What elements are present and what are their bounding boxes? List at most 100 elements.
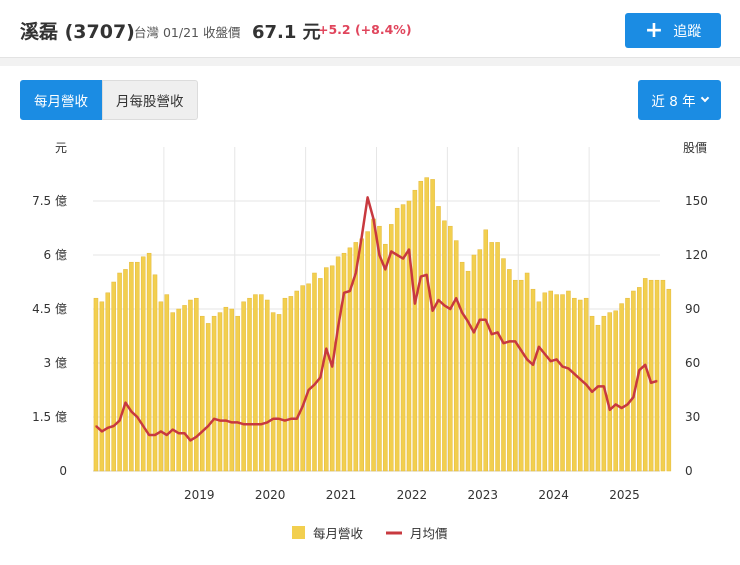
revenue-bar [270,312,276,472]
price-point [148,434,150,436]
grid-lines [93,147,660,472]
plus-icon: + [644,17,664,43]
revenue-bar [359,238,364,472]
price-point [313,384,316,386]
price-point [95,425,97,427]
price-point [443,304,446,306]
price-point [644,364,646,366]
right-tick-label: 120 [685,248,708,262]
revenue-bar [666,288,672,472]
revenue-bar [459,261,465,472]
price-point [178,432,180,434]
revenue-bar [377,225,382,472]
revenue-bar [442,220,447,472]
revenue-bar [324,267,329,472]
revenue-bar [264,299,270,472]
track-button-label: 追蹤 [673,23,702,40]
revenue-bar [235,315,240,472]
price-point [195,436,197,438]
price-point [101,430,103,432]
price-point [431,310,434,312]
revenue-bar [152,274,158,472]
revenue-bars [93,177,672,472]
revenue-bar [294,290,300,472]
x-tick-label: 2025 [609,488,640,502]
revenue-bar [471,254,477,472]
price-point [520,349,522,351]
revenue-bar [477,249,483,472]
revenue-bar [365,231,370,472]
price-point [449,308,451,310]
x-tick-label: 2019 [184,488,215,502]
price-point [467,321,469,323]
price-point [160,430,162,432]
revenue-bar [182,305,187,472]
price-point [130,411,132,413]
price-point [367,196,369,198]
price-point [207,425,209,427]
revenue-bar [654,279,660,472]
price-point [408,249,410,251]
tab-monthly-revenue[interactable]: 每月營收 [20,80,102,120]
price-point [414,303,416,305]
price-point [272,418,274,420]
revenue-bar [388,224,394,472]
left-tick-label: 4.5 億 [32,302,67,316]
price-point [491,333,493,335]
price-point [514,340,516,342]
revenue-bar [572,297,577,472]
price-point [544,353,546,355]
metric-tabs: 每月營收 月每股營收 [20,80,198,120]
close-price: 67.1 元 [252,22,321,43]
price-point [142,425,144,427]
left-tick-label: 1.5 億 [32,410,67,424]
quote-header: 溪磊 (3707) 台灣 01/21 收盤價 67.1 元 +5.2 (+8.4… [0,0,740,58]
revenue-bar [229,308,235,472]
price-point [183,432,186,434]
revenue-bar [205,323,211,472]
revenue-bar [259,294,264,472]
price-point [632,396,635,398]
revenue-bar [300,285,305,472]
price-point [620,407,623,409]
price-point [201,430,203,432]
revenue-bar [625,297,630,472]
left-tick-label: 7.5 億 [32,194,67,208]
price-point [615,403,617,405]
legend-label-revenue: 每月營收 [313,526,364,541]
revenue-bar [341,252,347,472]
left-tick-label: 6 億 [44,248,67,262]
revenue-bar [483,229,489,472]
range-select-label: 近 8 年 [651,94,696,110]
revenue-bar [335,256,341,472]
track-button[interactable]: + 追蹤 [625,13,721,48]
revenue-bar [418,180,424,472]
price-point [437,299,440,301]
revenue-bar [282,297,288,472]
price-point [556,358,558,360]
close-date-label: 台灣 01/21 收盤價 [134,25,241,40]
left-tick-label: 3 億 [44,356,67,370]
right-tick-label: 0 [685,464,693,478]
tab-monthly-revenue-per-share[interactable]: 月每股營收 [102,80,198,120]
revenue-bar [211,315,217,472]
x-tick-label: 2021 [326,488,357,502]
price-point [118,420,121,422]
price-point [526,358,528,360]
price-point [420,276,422,278]
revenue-bar [394,207,400,472]
revenue-bar [400,204,406,472]
revenue-bar [448,225,453,472]
revenue-bar [436,206,441,472]
price-point [136,416,138,418]
revenue-bar [93,297,99,472]
range-select[interactable]: 近 8 年 [638,80,721,120]
revenue-bar [412,189,418,472]
price-point [591,391,593,393]
price-point [532,364,534,366]
revenue-bar [135,261,140,472]
price-point [124,402,127,404]
price-point [502,342,505,344]
revenue-bar [140,256,146,472]
